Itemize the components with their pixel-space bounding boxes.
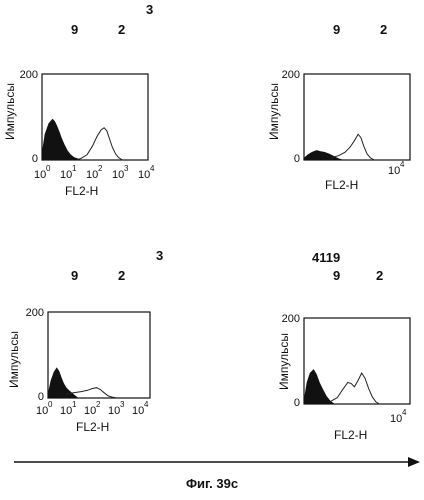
- x-tick-exp: 2: [98, 164, 103, 173]
- x-axis-title: FL2-H: [65, 184, 98, 198]
- y-tick-max: 200: [282, 69, 300, 81]
- x-tick-base: 10: [112, 169, 124, 181]
- panel-top-right: 9 2 200 0 Импульсы 10 4 FL2-H: [267, 22, 410, 192]
- x-tick-base: 10: [86, 169, 98, 181]
- arrow-head: [408, 457, 420, 467]
- y-tick-min: 0: [38, 391, 44, 403]
- x-axis-title: FL2-H: [76, 420, 109, 434]
- top-label-4119: 4119: [312, 250, 340, 265]
- x-axis-title: FL2-H: [334, 428, 367, 442]
- panel-bottom-left: 9 2 3 200 0 Импульсы 10 0 10 1 10 2 10 3…: [7, 248, 163, 434]
- y-tick-max: 200: [26, 307, 44, 319]
- filled-histogram-series: [304, 370, 334, 404]
- x-tick-base: 10: [132, 405, 144, 417]
- histogram-plot: [42, 119, 123, 160]
- top-label-2: 2: [376, 268, 383, 283]
- open-histogram-series: [331, 134, 375, 160]
- panel-bottom-right: 4119 9 2 200 0 Импульсы 10 4 FL2-H: [277, 250, 410, 442]
- x-tick-exp: 4: [144, 400, 149, 409]
- x-tick-base: 10: [390, 413, 402, 425]
- y-tick-min: 0: [294, 397, 300, 409]
- y-axis-title: Импульсы: [7, 331, 21, 388]
- x-tick-base: 10: [34, 169, 46, 181]
- x-tick-base: 10: [60, 405, 72, 417]
- x-tick-base: 10: [60, 169, 72, 181]
- histogram-plot: [48, 368, 117, 398]
- y-tick-max: 200: [282, 313, 300, 325]
- y-tick-max: 200: [20, 69, 38, 81]
- x-tick-base: 10: [138, 169, 150, 181]
- histogram-plot: [304, 370, 379, 404]
- filled-histogram-series: [48, 368, 78, 398]
- filled-histogram-series: [304, 151, 343, 161]
- histogram-plot: [304, 134, 374, 160]
- x-tick-labels: 10 4: [388, 160, 405, 177]
- x-axis-title: FL2-H: [325, 178, 358, 192]
- filled-histogram-series: [42, 119, 81, 160]
- plot-frame: [304, 74, 410, 160]
- top-label-2: 2: [380, 22, 387, 37]
- top-label-3: 3: [146, 2, 153, 17]
- x-tick-exp: 1: [72, 400, 77, 409]
- x-tick-base: 10: [36, 405, 48, 417]
- y-axis-title: Импульсы: [277, 333, 291, 390]
- x-tick-labels: 10 0 10 1 10 2 10 3 10 4: [34, 164, 155, 181]
- x-tick-exp: 4: [150, 164, 155, 173]
- top-label-9: 9: [333, 22, 340, 37]
- panel-top-left: 9 2 3 200 0 Импульсы 10 0 10 1 10 2 10 3…: [3, 2, 155, 198]
- open-histogram-series: [77, 128, 123, 160]
- x-tick-labels: 10 0 10 1 10 2 10 3 10 4: [36, 400, 149, 417]
- figure-caption: Фиг. 39с: [0, 476, 424, 491]
- x-tick-exp: 3: [124, 164, 129, 173]
- open-histogram-series: [331, 373, 380, 404]
- y-tick-min: 0: [294, 153, 300, 165]
- top-label-9: 9: [71, 268, 78, 283]
- x-tick-base: 10: [388, 165, 400, 177]
- y-axis-title: Импульсы: [3, 83, 17, 140]
- x-tick-exp: 4: [400, 160, 405, 169]
- top-label-3: 3: [156, 248, 163, 263]
- x-tick-exp: 0: [46, 164, 51, 173]
- x-tick-exp: 4: [402, 408, 407, 417]
- x-tick-labels: 10 4: [390, 408, 407, 425]
- x-tick-exp: 3: [120, 400, 125, 409]
- x-tick-exp: 2: [96, 400, 101, 409]
- top-label-9: 9: [333, 268, 340, 283]
- y-axis-title: Импульсы: [267, 83, 281, 140]
- top-label-9: 9: [71, 22, 78, 37]
- y-tick-min: 0: [32, 153, 38, 165]
- x-tick-exp: 1: [72, 164, 77, 173]
- top-label-2: 2: [118, 268, 125, 283]
- top-label-2: 2: [118, 22, 125, 37]
- x-tick-exp: 0: [48, 400, 53, 409]
- x-tick-base: 10: [108, 405, 120, 417]
- progression-arrow: [14, 457, 420, 467]
- x-tick-base: 10: [84, 405, 96, 417]
